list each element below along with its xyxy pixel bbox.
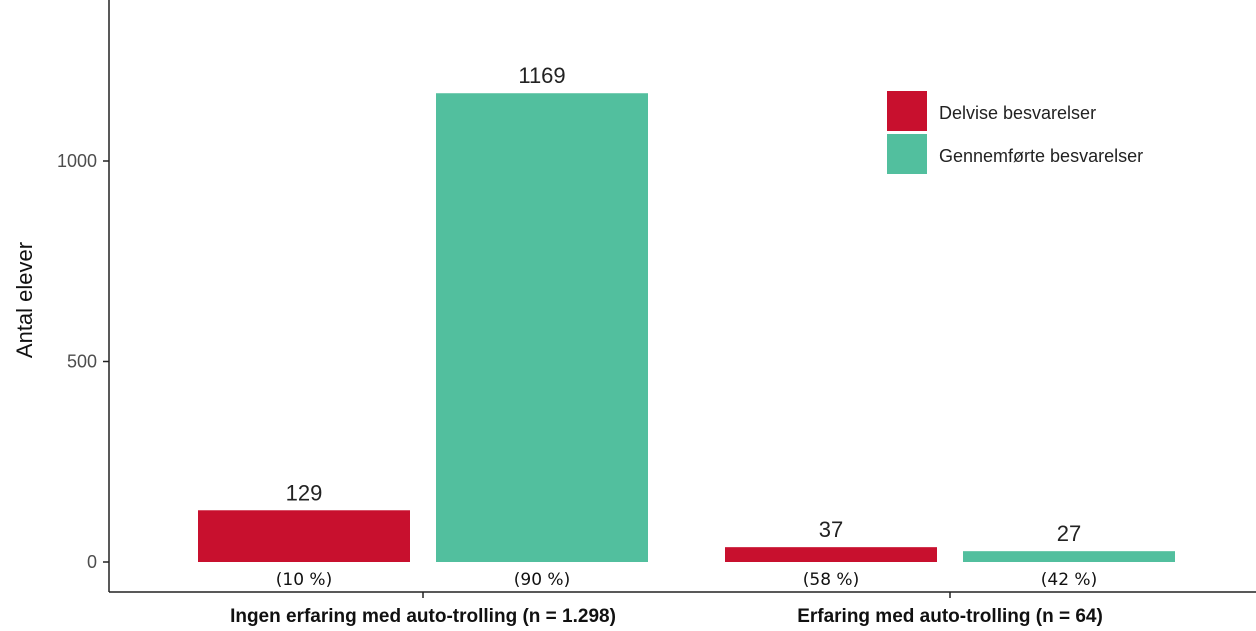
x-categories: Ingen erfaring med auto-trolling (n = 1.… (230, 592, 1103, 627)
bar-percent-label: (90 %) (514, 570, 570, 590)
legend-label-delvise: Delvise besvarelser (939, 103, 1096, 123)
y-tick-label: 0 (87, 552, 97, 572)
bar-value-label: 129 (286, 480, 323, 505)
bars: 129 (10 %) 37 (58 %) 1169 (90 %) 27 (42 %) (198, 63, 1175, 590)
bar-percent-label: (42 %) (1041, 570, 1097, 590)
y-axis-title: Antal elever (12, 242, 37, 358)
legend: Delvise besvarelser Gennemførte besvarel… (887, 91, 1143, 174)
bar-value-label: 27 (1057, 521, 1081, 546)
legend-swatch-delvise (887, 91, 927, 131)
legend-label-gennemfoerte: Gennemførte besvarelser (939, 146, 1143, 166)
y-tick-label: 1000 (57, 151, 97, 171)
bar-gennemfoerte-0 (436, 93, 648, 562)
bar-delvise-1 (725, 547, 937, 562)
bar-value-label: 1169 (518, 63, 565, 88)
legend-swatch-gennemfoerte (887, 134, 927, 174)
x-category-label: Ingen erfaring med auto-trolling (n = 1.… (230, 606, 616, 627)
y-tick-label: 500 (67, 352, 97, 372)
bar-delvise-0 (198, 510, 410, 562)
x-category-label: Erfaring med auto-trolling (n = 64) (797, 606, 1103, 627)
bar-percent-label: (58 %) (803, 570, 859, 590)
bar-percent-label: (10 %) (276, 570, 332, 590)
bar-gennemfoerte-1 (963, 551, 1175, 562)
y-ticks: 0 500 1000 (57, 151, 109, 572)
bar-value-label: 37 (819, 517, 843, 542)
